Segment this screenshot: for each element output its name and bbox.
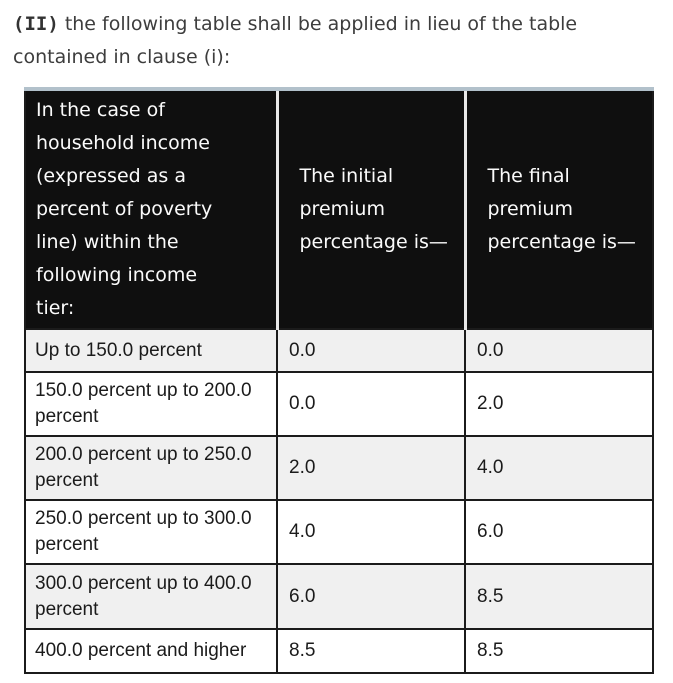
tier-cell: 300.0 percent up to 400.0 percent [24,563,278,630]
table-row: 250.0 percent up to 300.0 percent 4.0 6.… [24,499,654,565]
intro-paragraph: (II) the following table shall be applie… [13,8,631,74]
table-body: Up to 150.0 percent 0.0 0.0 150.0 percen… [24,328,654,674]
initial-cell: 0.0 [276,371,466,437]
intro-text: the following table shall be applied in … [13,13,578,68]
final-cell: 4.0 [464,435,654,501]
initial-cell: 0.0 [276,328,466,373]
table-row: 300.0 percent up to 400.0 percent 6.0 8.… [24,563,654,630]
final-cell: 2.0 [464,371,654,437]
tier-cell: 150.0 percent up to 200.0 percent [24,371,278,437]
tier-cell: Up to 150.0 percent [24,328,278,373]
header-income-tier: In the case of household income (express… [25,89,277,329]
table-row: Up to 150.0 percent 0.0 0.0 [24,328,654,373]
initial-cell: 2.0 [276,435,466,501]
header-initial-premium: The initial premium percentage is— [275,89,465,329]
initial-cell: 6.0 [276,563,466,630]
tier-cell: 200.0 percent up to 250.0 percent [24,435,278,501]
initial-cell: 4.0 [276,499,466,565]
tier-cell: 250.0 percent up to 300.0 percent [24,499,278,565]
table-row: 400.0 percent and higher 8.5 8.5 [24,628,654,674]
final-cell: 8.5 [464,628,654,674]
final-cell: 0.0 [464,328,654,373]
final-cell: 8.5 [464,563,654,630]
table-row: 200.0 percent up to 250.0 percent 2.0 4.… [24,435,654,501]
final-cell: 6.0 [464,499,654,565]
clause-marker: (II) [13,13,59,35]
table-header: In the case of household income (express… [25,89,653,329]
initial-cell: 8.5 [276,628,466,674]
premium-percentage-table: In the case of household income (express… [24,87,654,674]
tier-cell: 400.0 percent and higher [24,628,278,674]
header-final-premium: The final premium percentage is— [463,89,653,329]
table-row: 150.0 percent up to 200.0 percent 0.0 2.… [24,371,654,437]
